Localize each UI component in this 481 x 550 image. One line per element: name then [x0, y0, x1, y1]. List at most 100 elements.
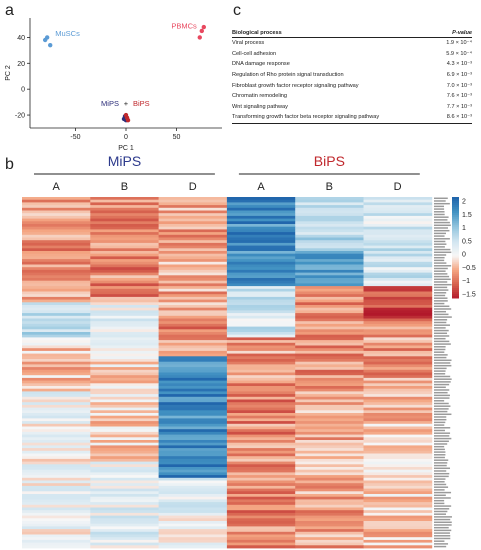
heatmap-cell [158, 394, 228, 398]
heatmap-cell [90, 275, 159, 279]
cell-pvalue: 7.7 × 10⁻³ [446, 103, 472, 110]
colorbar-segment [452, 227, 459, 230]
label-mips: MiPS [101, 99, 119, 108]
heatmap-cell [22, 213, 91, 217]
heatmap-cell [158, 253, 228, 257]
heatmap-cell [295, 294, 364, 298]
colorbar-tick-label: 1 [462, 225, 466, 232]
heatmap-cell [90, 518, 159, 522]
heatmap-cell [363, 321, 433, 325]
heatmap-cell [295, 426, 364, 430]
heatmap-cell [226, 342, 296, 346]
heatmap-cell [158, 399, 228, 403]
heatmap-cell [363, 369, 433, 373]
heatmap-cell [226, 372, 296, 376]
cell-process: Regulation of Rho protein signal transdu… [232, 72, 344, 79]
heatmap-cell [158, 499, 228, 503]
heatmap-cell [226, 359, 296, 363]
heatmap-cell [22, 356, 91, 360]
heatmap-cell [90, 315, 159, 319]
heatmap-cell [90, 429, 159, 433]
heatmap-cell [158, 418, 228, 422]
heatmap-cell [363, 483, 433, 487]
heatmap-cell [363, 326, 433, 330]
heatmap-cell [226, 356, 296, 360]
heatmap-cell [226, 248, 296, 252]
heatmap-cell [22, 518, 91, 522]
gene-label-mark [434, 410, 448, 413]
heatmap-cell [226, 218, 296, 222]
heatmap-cell [90, 380, 159, 384]
heatmap-cell [363, 415, 433, 419]
heatmap-cell [295, 453, 364, 457]
heatmap-cell [295, 475, 364, 479]
heatmap-cell [226, 507, 296, 511]
colorbar-segment [452, 289, 459, 293]
heatmap-cell [158, 288, 228, 292]
heatmap-cell [158, 461, 228, 465]
cell-pvalue: 8.6 × 10⁻³ [446, 114, 472, 121]
heatmap-cell [363, 332, 433, 336]
heatmap-cell [22, 488, 91, 492]
heatmap-cell [90, 394, 159, 398]
heatmap-cell [22, 245, 91, 249]
heatmap-cell [90, 256, 159, 260]
heatmap-cell [295, 477, 364, 481]
heatmap-cell [363, 402, 433, 406]
heatmap-cell [226, 523, 296, 527]
heatmap-cell [295, 261, 364, 265]
heatmap-cell [158, 518, 228, 522]
heatmap-cell [22, 448, 91, 452]
heatmap-cell [158, 286, 228, 290]
panel-c-label: c [233, 2, 241, 19]
heatmap-cell [22, 226, 91, 230]
heatmap-cell [363, 340, 433, 344]
heatmap-cell [158, 245, 228, 249]
heatmap-cell [22, 534, 91, 538]
colorbar-segment [452, 285, 459, 289]
group-title-mips: MiPS [108, 153, 141, 169]
heatmap-cell [295, 394, 364, 398]
gene-label-mark [434, 200, 446, 202]
heatmap-cell [22, 437, 91, 441]
colorbar-segment [452, 279, 459, 283]
heatmap-cell [90, 469, 159, 473]
cell-process: Viral process [232, 40, 265, 47]
heatmap-cell [363, 318, 433, 322]
heatmap-cell [90, 391, 159, 395]
cell-process: Wnt signaling pathway [232, 103, 288, 110]
gene-label-mark [434, 308, 452, 310]
heatmap-cell [226, 256, 296, 260]
heatmap-cell [22, 445, 91, 449]
heatmap-cell [22, 269, 91, 273]
colorbar-segment [452, 239, 459, 242]
heatmap-cell [363, 272, 433, 276]
heatmap-cell [226, 313, 296, 317]
heatmap-cell [22, 323, 91, 327]
heatmap-cell [226, 415, 296, 419]
heatmap-cell [295, 245, 364, 249]
heatmap-cell [363, 467, 433, 471]
heatmap-cell [226, 518, 296, 522]
heatmap-cell [22, 367, 91, 371]
point-muscs [44, 35, 50, 40]
heatmap-cell [158, 229, 228, 233]
heatmap-cell [295, 423, 364, 427]
heatmap-cell [295, 445, 364, 449]
heatmap-cell [90, 496, 159, 500]
heatmap-cell [226, 224, 296, 228]
heatmap-cell [90, 453, 159, 457]
colorbar-segment [452, 265, 459, 269]
heatmap-cell [90, 413, 159, 417]
colorbar-segment [452, 231, 459, 234]
heatmap-cell [90, 404, 159, 408]
column-label: B [326, 181, 333, 193]
heatmap-cell [22, 278, 91, 282]
heatmap-cell [90, 529, 159, 533]
heatmap-cell [90, 340, 159, 344]
heatmap-cell [363, 399, 433, 403]
heatmap-cell [90, 348, 159, 352]
heatmap-cell [158, 275, 228, 279]
colorbar-segment [452, 271, 459, 275]
heatmap-cell [226, 388, 296, 392]
